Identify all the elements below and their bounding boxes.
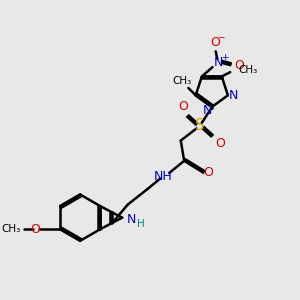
Text: O: O	[216, 137, 226, 150]
Text: N: N	[127, 213, 136, 226]
Text: O: O	[210, 36, 220, 49]
Text: N: N	[228, 89, 238, 102]
Text: O: O	[235, 58, 244, 72]
Text: S: S	[195, 118, 205, 134]
Text: O: O	[178, 100, 188, 113]
Text: CH₃: CH₃	[238, 65, 258, 75]
Text: H: H	[136, 219, 144, 229]
Text: −: −	[217, 32, 225, 41]
Text: NH: NH	[154, 170, 172, 183]
Text: N: N	[203, 104, 212, 117]
Text: CH₃: CH₃	[1, 224, 20, 234]
Text: N: N	[214, 56, 223, 69]
Text: O: O	[203, 166, 213, 179]
Text: +: +	[221, 53, 228, 62]
Text: CH₃: CH₃	[172, 76, 191, 86]
Text: O: O	[30, 223, 40, 236]
